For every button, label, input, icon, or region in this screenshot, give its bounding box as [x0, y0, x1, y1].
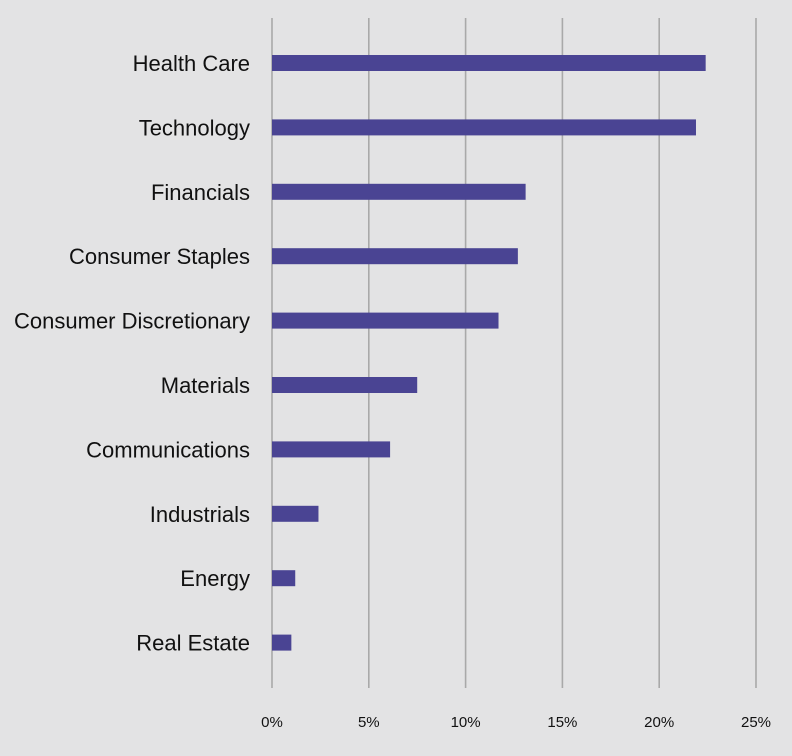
category-label: Health Care — [133, 51, 250, 76]
category-label: Communications — [86, 437, 250, 462]
category-label: Energy — [180, 566, 250, 591]
bar-communications — [272, 441, 391, 458]
x-tick-label: 25% — [741, 714, 771, 731]
x-tick-label: 10% — [451, 714, 481, 731]
category-label: Industrials — [150, 502, 250, 527]
bar-energy — [272, 570, 296, 587]
category-label: Real Estate — [136, 631, 250, 656]
category-label: Technology — [139, 115, 250, 140]
gridlines — [271, 18, 757, 688]
bar-financials — [272, 183, 526, 200]
bar-materials — [272, 377, 418, 393]
bar-industrials — [272, 505, 319, 522]
x-tick-labels: 0% 5% 10% 15% 20% 25% — [261, 714, 771, 731]
category-label: Materials — [161, 373, 250, 398]
x-tick-label: 5% — [358, 714, 380, 731]
bar-consumer-staples — [272, 248, 518, 265]
category-label: Consumer Staples — [69, 244, 250, 269]
category-label: Consumer Discretionary — [14, 309, 250, 334]
x-tick-label: 20% — [644, 714, 674, 731]
bars — [272, 55, 706, 651]
x-tick-label: 15% — [547, 714, 577, 731]
category-labels: Health Care Technology Financials Consumer … — [14, 51, 250, 656]
bar-real-estate — [272, 634, 292, 651]
bar-technology — [272, 119, 696, 136]
bar-consumer-discretionary — [272, 312, 499, 329]
category-label: Financials — [151, 180, 250, 205]
bar-health-care — [272, 55, 706, 71]
x-tick-label: 0% — [261, 714, 283, 731]
